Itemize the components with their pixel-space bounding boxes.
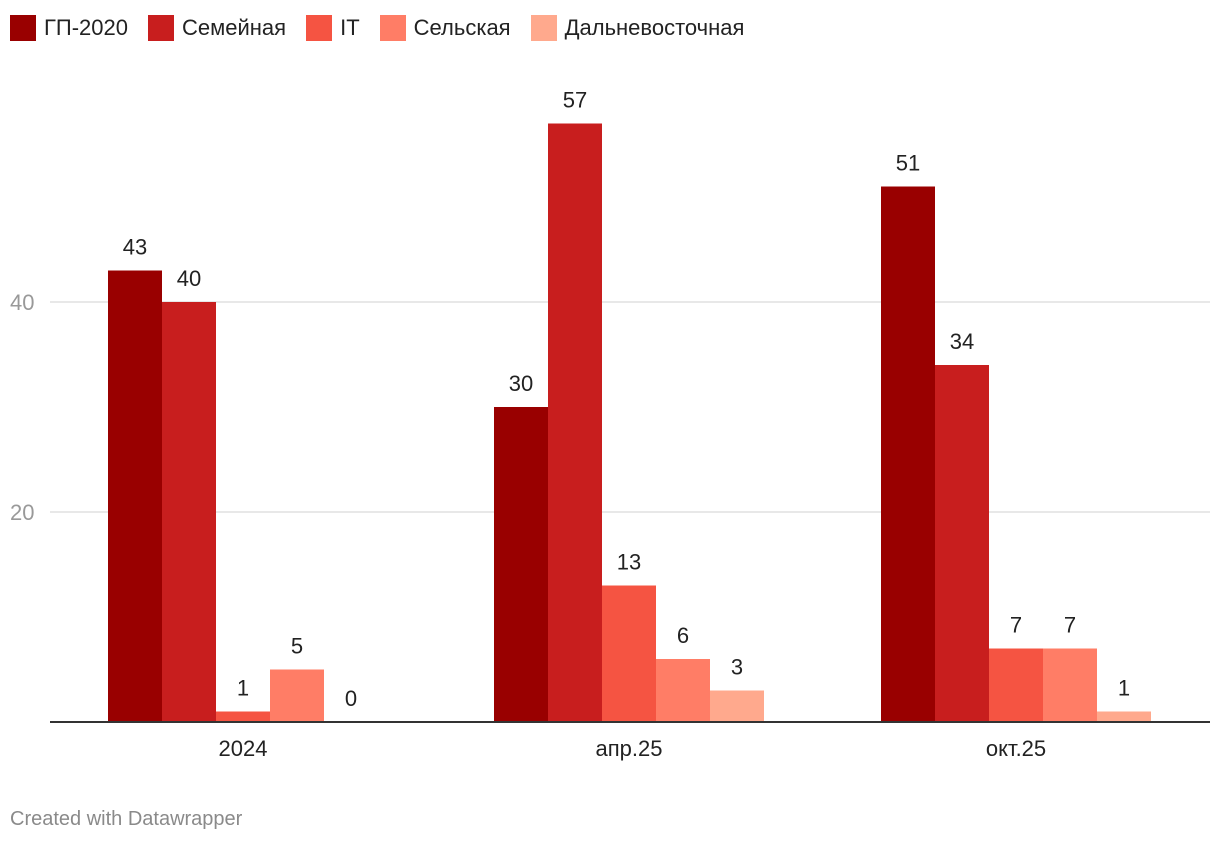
- legend-swatch-family: [148, 15, 174, 41]
- legend-label-it: IT: [340, 15, 360, 40]
- legend-item-far-east: Дальневосточная: [530, 15, 745, 41]
- gridlines: [50, 301, 1210, 513]
- x-tick-label: 2024: [219, 736, 268, 761]
- bars-group: [108, 123, 1151, 722]
- bar: [1043, 648, 1097, 722]
- legend-swatch-rural: [379, 15, 406, 41]
- legend-label-far-east: Дальневосточная: [564, 15, 745, 40]
- bar: [935, 365, 989, 722]
- bar: [494, 407, 548, 722]
- bar: [1097, 711, 1151, 722]
- bar-value-label: 13: [617, 550, 641, 575]
- bar-value-label: 3: [731, 655, 743, 680]
- bar-value-label: 6: [677, 623, 689, 648]
- y-tick-label: 40: [10, 290, 34, 315]
- legend-swatch-it: [306, 15, 333, 41]
- bar-value-label: 57: [563, 88, 587, 113]
- bar-value-label: 34: [950, 329, 974, 354]
- legend-swatch-gp2020: [10, 15, 36, 41]
- legend-item-rural: Сельская: [379, 15, 511, 41]
- legend-label-rural: Сельская: [413, 15, 511, 40]
- bar-value-label: 7: [1010, 613, 1022, 638]
- bar: [881, 186, 935, 722]
- bar-value-label: 5: [291, 634, 303, 659]
- bar-value-label: 7: [1064, 613, 1076, 638]
- y-tick-label: 20: [10, 500, 34, 525]
- bar-value-label: 51: [896, 151, 920, 176]
- legend-item-gp2020: ГП-2020: [10, 15, 128, 41]
- bar: [270, 669, 324, 722]
- bar-value-label: 43: [123, 235, 147, 260]
- bar: [216, 711, 270, 722]
- legend-swatch-far-east: [530, 15, 557, 41]
- bar-value-label: 40: [177, 266, 201, 291]
- bar-value-label: 30: [509, 371, 533, 396]
- bar-value-label: 1: [237, 676, 249, 701]
- value-labels-group: 43 30 51 40 57 34 1 13 7 5 6 7 0 3 1: [123, 88, 1130, 712]
- chart-legend: ГП-2020 Семейная IT Сельская Дальневосто…: [10, 14, 764, 42]
- axes-group: 20 40 2024 апр.25 окт.25: [10, 290, 1210, 761]
- legend-label-family: Семейная: [182, 15, 287, 40]
- legend-item-it: IT: [306, 15, 360, 41]
- bar: [656, 659, 710, 722]
- bar: [548, 123, 602, 722]
- bar: [710, 690, 764, 722]
- bar-value-label: 1: [1118, 676, 1130, 701]
- bar: [108, 270, 162, 722]
- footer-credit: Created with Datawrapper: [10, 808, 243, 830]
- x-tick-label: окт.25: [986, 736, 1046, 761]
- legend-item-family: Семейная: [148, 15, 286, 41]
- bar-value-label: 0: [345, 686, 357, 711]
- bar: [162, 302, 216, 722]
- bar: [602, 585, 656, 722]
- legend-label-gp2020: ГП-2020: [44, 15, 128, 40]
- x-tick-label: апр.25: [596, 736, 663, 761]
- bar: [989, 648, 1043, 722]
